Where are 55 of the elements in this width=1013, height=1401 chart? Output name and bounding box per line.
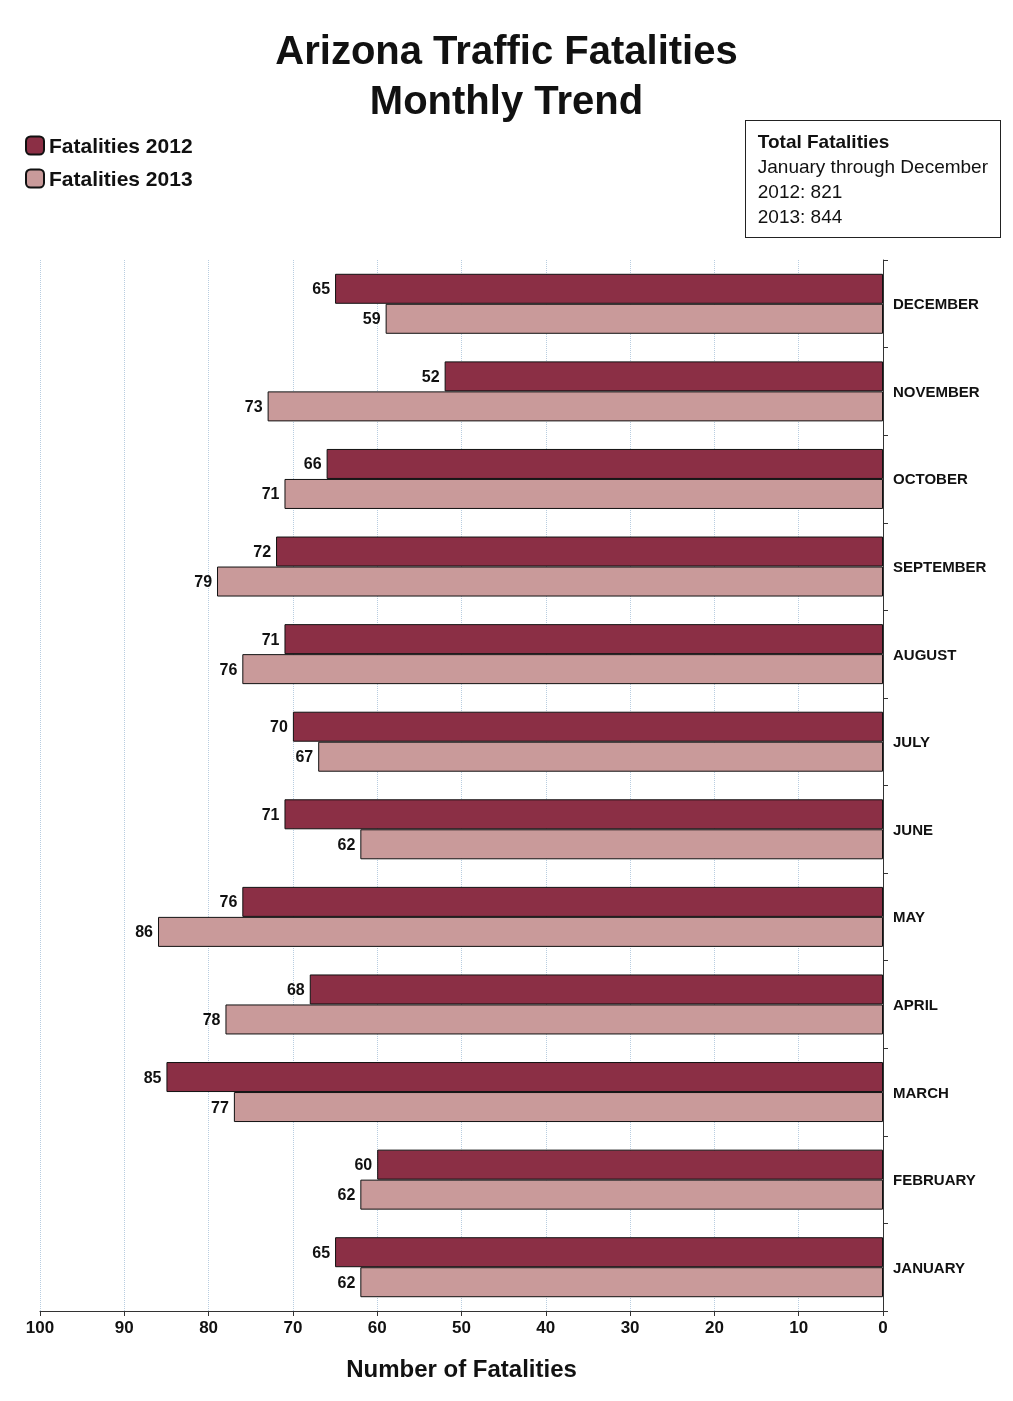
data-label: 71	[261, 805, 280, 823]
data-label: 62	[337, 835, 356, 853]
legend-label: Fatalities 2012	[49, 134, 193, 157]
data-label: 62	[337, 1186, 356, 1204]
text: 2012: 821	[757, 180, 844, 204]
data-label: 72	[253, 543, 272, 561]
x-tick-label: 100	[25, 1318, 55, 1337]
text: 2013: 844	[757, 205, 844, 229]
data-label: 77	[211, 1098, 229, 1116]
x-tick-label: 90	[114, 1318, 134, 1337]
x-tick-label: 20	[704, 1318, 724, 1337]
y-tick-label: JANUARY	[893, 1258, 965, 1276]
x-axis-title: Number of Fatalities	[346, 1354, 577, 1382]
data-label: 85	[143, 1068, 162, 1086]
x-tick-label: 30	[620, 1318, 640, 1337]
data-label: 76	[219, 893, 238, 911]
data-label: 86	[135, 923, 154, 941]
y-tick-label: MAY	[893, 908, 925, 926]
data-label: 59	[362, 310, 381, 328]
y-tick-label: SEPTEMBER	[893, 558, 987, 576]
text: January through December	[757, 155, 988, 179]
y-tick-label: OCTOBER	[893, 470, 968, 488]
data-label: 71	[261, 630, 280, 648]
data-label: 79	[194, 573, 213, 591]
data-label: 66	[303, 455, 322, 473]
x-tick-label: 40	[536, 1318, 556, 1337]
x-tick-label: 10	[789, 1318, 809, 1337]
y-tick-label: JULY	[893, 733, 930, 751]
x-tick-label: 0	[878, 1318, 888, 1337]
data-label: 52	[421, 367, 440, 385]
data-label: 67	[295, 748, 314, 766]
y-tick-label: MARCH	[893, 1083, 949, 1101]
text: Total Fatalities	[757, 130, 891, 154]
data-label: 65	[312, 280, 331, 298]
x-tick-label: 70	[283, 1318, 303, 1337]
data-label: 60	[354, 1156, 373, 1174]
x-tick-label: 50	[452, 1318, 471, 1337]
data-label: 68	[286, 980, 305, 998]
y-tick-label: AUGUST	[893, 645, 957, 663]
y-tick-label: JUNE	[893, 820, 934, 838]
y-tick-label: FEBRUARY	[893, 1171, 976, 1189]
legend-label: Fatalities 2013	[49, 167, 193, 190]
data-label: 76	[219, 660, 238, 678]
data-label: 70	[270, 718, 288, 736]
data-label: 65	[312, 1243, 331, 1261]
y-tick-label: NOVEMBER	[893, 382, 980, 400]
data-label: 71	[261, 485, 280, 503]
data-label: 73	[244, 397, 263, 415]
data-label: 62	[337, 1273, 356, 1291]
x-tick-label: 60	[367, 1318, 387, 1337]
x-tick-label: 80	[199, 1318, 219, 1337]
chart-title: Arizona Traffic Fatalities Monthly Trend	[275, 28, 738, 122]
y-tick-label: DECEMBER	[893, 295, 980, 313]
y-tick-label: APRIL	[893, 995, 938, 1013]
data-label: 78	[202, 1010, 221, 1028]
